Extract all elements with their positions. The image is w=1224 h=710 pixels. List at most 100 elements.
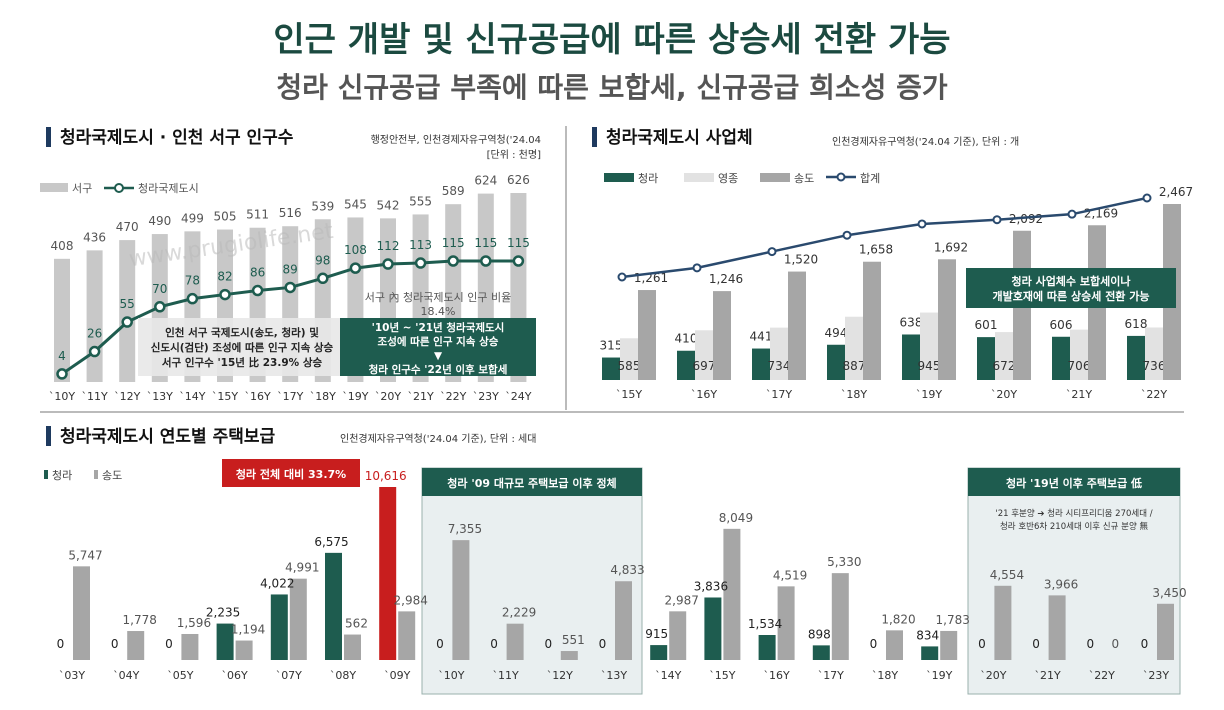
population-line-point	[251, 284, 264, 297]
business-x-tick: `18Y	[841, 388, 867, 401]
population-x-tick: `23Y	[473, 390, 499, 403]
housing-bar-label-songdo: 3,966	[1044, 577, 1078, 591]
business-bar-songdo	[938, 259, 956, 380]
housing-bar-cheongna	[921, 646, 939, 660]
business-bar-label: 1,246	[709, 272, 743, 286]
housing-bar-label-songdo: 562	[345, 617, 368, 631]
business-x-tick: `20Y	[991, 388, 1017, 401]
housing-x-tick: `22Y	[1089, 669, 1115, 682]
population-x-tick: `10Y	[49, 390, 75, 403]
business-bar-songdo	[638, 290, 656, 380]
business-legend-swatch	[760, 173, 790, 182]
housing-x-tick: `03Y	[59, 669, 85, 682]
business-note-line: 청라 사업체수 보합세이나	[1012, 274, 1131, 288]
cheongna-note-line: 조성에 따른 인구 지속 상승	[378, 335, 499, 348]
population-note-box	[138, 318, 346, 376]
population-bar-label: 490	[148, 214, 171, 228]
population-x-tick: `22Y	[440, 390, 466, 403]
housing-bar-label-songdo: 4,991	[285, 561, 319, 575]
housing-bar-label-songdo: 5,330	[827, 555, 861, 569]
business-bar-label: 1,520	[784, 253, 818, 267]
population-line-point	[512, 255, 525, 267]
housing-bar-songdo	[940, 630, 958, 660]
population-x-tick: `20Y	[375, 390, 401, 403]
housing-bar-songdo	[398, 611, 416, 660]
business-legend-swatch	[604, 173, 634, 182]
population-x-tick: `21Y	[407, 390, 433, 403]
housing-bar-label-songdo: 0	[1111, 637, 1119, 651]
housing-bar-label-songdo: 4,554	[990, 568, 1024, 582]
population-note-line: 인천 서구 국제도시(송도, 청라) 및	[165, 326, 319, 339]
housing-box-header-2010	[422, 468, 642, 496]
business-legend-label: 영종	[718, 172, 738, 185]
housing-bar-label-cheongna: 0	[599, 637, 607, 651]
housing-box-title-2010: 청라 '09 대규모 주택보급 이후 정체	[447, 476, 616, 490]
housing-box-header-2020	[968, 468, 1180, 496]
housing-bar-label-cheongna: 915	[645, 627, 668, 641]
business-bar-label: 734	[768, 359, 791, 373]
business-x-tick: `22Y	[1141, 388, 1167, 401]
housing-bar-label-cheongna: 1,534	[748, 617, 782, 631]
population-bar-label: 545	[344, 197, 367, 211]
population-bar-label: 470	[116, 220, 139, 234]
population-note-line: 신도시(검단) 조성에 따른 인구 지속 상승	[151, 341, 334, 354]
housing-bar-label-cheongna: 0	[490, 637, 498, 651]
housing-chart-marker	[46, 426, 51, 446]
population-line-label: 108	[344, 243, 367, 257]
ratio-value: 18.4%	[421, 305, 456, 318]
housing-bar-label-songdo: 2,984	[394, 593, 428, 607]
housing-bar-songdo	[344, 634, 361, 660]
population-line-point	[382, 258, 394, 270]
housing-bar-songdo	[235, 640, 253, 660]
housing-x-tick: `06Y	[221, 669, 247, 682]
business-bar-label: 618	[1125, 317, 1148, 331]
business-total-line	[621, 196, 1148, 279]
housing-red-note-box	[222, 459, 360, 487]
housing-bar-songdo	[831, 573, 849, 660]
housing-legend-label: 송도	[102, 469, 122, 482]
business-bar-label: 1,692	[934, 240, 968, 254]
housing-bar-label-cheongna: 4,022	[260, 576, 294, 590]
population-x-tick: `12Y	[114, 390, 140, 403]
population-line-label: 55	[120, 297, 135, 311]
business-bar-cheongna	[677, 350, 695, 380]
housing-legend-label: 청라	[52, 469, 72, 482]
housing-bar-label-songdo: 4,833	[610, 563, 644, 577]
housing-bar-songdo	[886, 630, 903, 660]
business-source: 인천경제자유구역청('24.04 기준), 단위 : 개	[832, 135, 1019, 148]
housing-bar-songdo	[127, 631, 145, 660]
population-line-label: 113	[409, 238, 432, 252]
business-x-tick: `19Y	[916, 388, 942, 401]
business-bar-yeongjong	[920, 312, 938, 380]
housing-bar-label-songdo: 1,194	[231, 623, 265, 637]
business-bar-yeongjong	[845, 316, 863, 380]
housing-bar-label-songdo: 7,355	[448, 522, 482, 536]
business-bar-label: 601	[975, 318, 998, 332]
population-line-point	[317, 272, 329, 285]
cheongna-note-line: ▼	[434, 350, 443, 362]
population-line-point	[186, 292, 199, 305]
business-bar-yeongjong	[620, 338, 638, 380]
business-bar-label: 887	[843, 359, 866, 373]
business-legend-marker	[836, 172, 846, 182]
legend-swatch-seogu	[40, 183, 68, 192]
business-bar-yeongjong	[995, 332, 1013, 380]
population-bar-label: 589	[442, 184, 465, 198]
business-total-point	[1067, 209, 1077, 219]
housing-bar-label-songdo: 5,747	[68, 548, 102, 562]
population-bar-label: 408	[51, 239, 74, 253]
housing-x-tick: `09Y	[384, 669, 410, 682]
population-line-point	[121, 316, 133, 328]
population-x-tick: `13Y	[147, 390, 173, 403]
housing-bar-songdo	[994, 585, 1012, 660]
housing-legend-swatch	[94, 470, 98, 479]
housing-bar-label-songdo: 1,778	[123, 613, 157, 627]
housing-bar-label-cheongna: 834	[916, 628, 939, 642]
business-bar-yeongjong	[1070, 329, 1088, 380]
cheongna-note-box	[340, 318, 536, 376]
business-total-point	[692, 263, 702, 273]
housing-bar-label-cheongna: 0	[57, 637, 65, 651]
housing-bar-label-cheongna: 0	[1032, 637, 1040, 651]
business-bar-cheongna	[602, 357, 620, 380]
housing-bar-label-cheongna: 3,836	[694, 579, 728, 593]
